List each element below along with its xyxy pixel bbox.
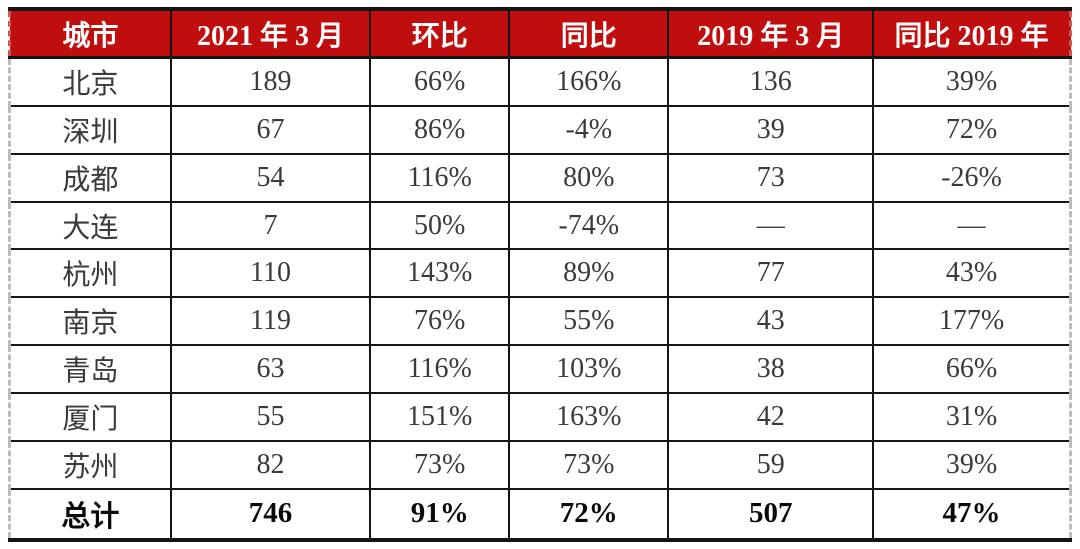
value-cell: 76% <box>369 296 511 347</box>
value-cell: 72% <box>508 487 670 543</box>
city-cell: 大连 <box>7 200 172 251</box>
table-row: 厦门 55 151% 163% 42 31% <box>7 391 1073 442</box>
value-cell: 166% <box>508 56 670 107</box>
value-cell: 177% <box>872 296 1073 347</box>
value-cell: 80% <box>508 152 670 203</box>
city-cell: 深圳 <box>7 104 172 155</box>
value-cell: -74% <box>508 200 670 251</box>
header-yoy: 同比 <box>508 7 670 59</box>
table-row: 深圳 67 86% -4% 39 72% <box>7 104 1073 155</box>
value-cell: 116% <box>369 152 511 203</box>
header-city: 城市 <box>7 7 172 59</box>
table-total-row: 总计 746 91% 72% 507 47% <box>7 487 1073 543</box>
value-cell: 73 <box>667 152 875 203</box>
value-cell: 66% <box>369 56 511 107</box>
value-cell: 73% <box>369 439 511 490</box>
table-body: 北京 189 66% 166% 136 39% 深圳 67 86% -4% 39 72% 成都 54 116… <box>7 56 1073 543</box>
value-cell: 163% <box>508 391 670 442</box>
city-cell: 杭州 <box>7 248 172 299</box>
value-cell: 77 <box>667 248 875 299</box>
value-cell: 746 <box>169 487 372 543</box>
value-cell: 136 <box>667 56 875 107</box>
value-cell: 86% <box>369 104 511 155</box>
city-cell: 北京 <box>7 56 172 107</box>
table-row: 杭州 110 143% 89% 77 43% <box>7 248 1073 299</box>
value-cell: — <box>667 200 875 251</box>
value-cell: — <box>872 200 1073 251</box>
table-row: 苏州 82 73% 73% 59 39% <box>7 439 1073 490</box>
value-cell: 110 <box>169 248 372 299</box>
header-mom: 环比 <box>369 7 511 59</box>
header-yoy-vs-2019: 同比 2019 年 <box>872 7 1073 59</box>
value-cell: 63 <box>169 344 372 394</box>
value-cell: -4% <box>508 104 670 155</box>
value-cell: 43 <box>667 296 875 347</box>
city-cell: 青岛 <box>7 344 172 394</box>
table-header-row: 城市 2021 年 3 月 环比 同比 2019 年 3 月 同比 2019 年 <box>7 7 1073 59</box>
table-row: 南京 119 76% 55% 43 177% <box>7 296 1073 347</box>
value-cell: 72% <box>872 104 1073 155</box>
header-2021-march: 2021 年 3 月 <box>169 7 372 59</box>
value-cell: 143% <box>369 248 511 299</box>
table-row: 北京 189 66% 166% 136 39% <box>7 56 1073 107</box>
city-cell: 南京 <box>7 296 172 347</box>
value-cell: 39% <box>872 56 1073 107</box>
value-cell: 54 <box>169 152 372 203</box>
value-cell: 66% <box>872 344 1073 394</box>
city-cell: 苏州 <box>7 439 172 490</box>
value-cell: 38 <box>667 344 875 394</box>
city-cell: 成都 <box>7 152 172 203</box>
value-cell: 39 <box>667 104 875 155</box>
value-cell: 31% <box>872 391 1073 442</box>
value-cell: 55 <box>169 391 372 442</box>
value-cell: 50% <box>369 200 511 251</box>
table-row: 青岛 63 116% 103% 38 66% <box>7 344 1073 394</box>
value-cell: 47% <box>872 487 1073 543</box>
value-cell: 189 <box>169 56 372 107</box>
value-cell: 507 <box>667 487 875 543</box>
table-row: 成都 54 116% 80% 73 -26% <box>7 152 1073 203</box>
city-cell: 总计 <box>7 487 172 543</box>
value-cell: 151% <box>369 391 511 442</box>
value-cell: 42 <box>667 391 875 442</box>
table-row: 大连 7 50% -74% — — <box>7 200 1073 251</box>
value-cell: 89% <box>508 248 670 299</box>
value-cell: 55% <box>508 296 670 347</box>
value-cell: 103% <box>508 344 670 394</box>
value-cell: 7 <box>169 200 372 251</box>
value-cell: 82 <box>169 439 372 490</box>
value-cell: 39% <box>872 439 1073 490</box>
value-cell: 119 <box>169 296 372 347</box>
value-cell: 43% <box>872 248 1073 299</box>
value-cell: 67 <box>169 104 372 155</box>
value-cell: 73% <box>508 439 670 490</box>
value-cell: 59 <box>667 439 875 490</box>
value-cell: 116% <box>369 344 511 394</box>
header-2019-march: 2019 年 3 月 <box>667 7 875 59</box>
value-cell: -26% <box>872 152 1073 203</box>
value-cell: 91% <box>369 487 511 543</box>
city-stats-table: 城市 2021 年 3 月 环比 同比 2019 年 3 月 同比 2019 年… <box>7 7 1073 543</box>
city-cell: 厦门 <box>7 391 172 442</box>
